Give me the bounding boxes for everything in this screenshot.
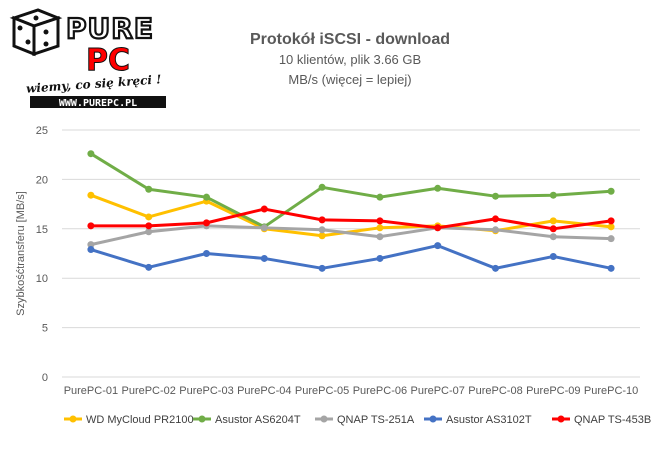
legend-item: Asustor AS3102T <box>424 414 532 426</box>
chart-titles: Protokół iSCSI - download 10 klientów, p… <box>200 30 500 90</box>
data-point <box>607 235 615 243</box>
legend-item: WD MyCloud PR2100 <box>64 414 194 426</box>
data-point <box>260 205 268 213</box>
legend-marker <box>320 415 328 423</box>
data-point <box>87 246 95 254</box>
legend-marker <box>198 415 206 423</box>
y-axis-title: Szybkośćtransferu [MB/s] <box>15 191 27 316</box>
grid-lines <box>62 129 640 378</box>
data-point <box>318 226 326 234</box>
data-point <box>434 184 442 192</box>
data-point <box>549 191 557 199</box>
data-point <box>549 233 557 241</box>
data-point <box>607 223 615 231</box>
legend-label: QNAP TS-453B <box>574 414 651 426</box>
data-point <box>376 254 384 262</box>
data-point <box>376 217 384 225</box>
legend-label: WD MyCloud PR2100 <box>86 414 194 426</box>
data-point <box>492 226 499 234</box>
data-point <box>318 216 326 224</box>
legend-marker <box>557 415 565 423</box>
data-point <box>87 150 95 158</box>
legend-item: Asustor AS6204T <box>193 414 301 426</box>
legend-label: Asustor AS3102T <box>446 414 532 426</box>
y-tick-label: 15 <box>36 224 48 236</box>
data-point <box>318 183 326 191</box>
x-tick-label: PurePC-03 <box>179 385 233 397</box>
x-tick-label: PurePC-06 <box>353 385 407 397</box>
y-tick-label: 20 <box>36 174 48 186</box>
data-point <box>318 232 326 240</box>
x-tick-label: PurePC-09 <box>526 385 580 397</box>
data-point <box>607 217 615 225</box>
series-line <box>89 152 613 229</box>
data-point <box>260 224 268 232</box>
data-point <box>203 193 210 201</box>
data-point <box>492 192 499 200</box>
x-tick-label: PurePC-10 <box>584 385 638 397</box>
data-point <box>549 225 557 233</box>
y-tick-label: 5 <box>42 323 48 335</box>
y-tick-label: 0 <box>42 372 48 384</box>
purepc-logo: PURE PC wiemy, co się kręci ! WWW.PUREPC… <box>9 8 178 109</box>
data-point <box>607 187 615 195</box>
chart-unit-note: MB/s (więcej = lepiej) <box>288 72 412 87</box>
axis-labels: 0 5 10 15 20 25 PurePC-01 PurePC-02 PurePC-03 Pur… <box>15 125 638 397</box>
legend-label: QNAP TS-251A <box>337 414 415 426</box>
y-tick-label: 25 <box>36 125 48 137</box>
x-tick-label: PurePC-08 <box>468 385 522 397</box>
x-tick-label: PurePC-02 <box>121 385 175 397</box>
series-line <box>89 224 613 247</box>
data-point <box>145 185 153 193</box>
data-point <box>376 233 384 241</box>
series-line <box>89 244 613 270</box>
x-tick-label: PurePC-07 <box>410 385 464 397</box>
legend: WD MyCloud PR2100 Asustor AS6204T QNAP TS-… <box>64 414 651 426</box>
data-point <box>87 222 95 230</box>
data-point <box>87 191 95 199</box>
data-point <box>549 252 557 260</box>
legend-item: QNAP TS-453B <box>552 414 651 426</box>
logo-brand-bottom: PC <box>86 43 130 78</box>
data-point <box>145 263 153 271</box>
data-point <box>260 254 268 262</box>
data-point <box>318 264 326 272</box>
data-point <box>549 217 557 225</box>
data-point <box>434 242 442 250</box>
chart-title: Protokół iSCSI - download <box>250 31 450 48</box>
data-point <box>607 264 615 272</box>
legend-marker <box>69 415 77 423</box>
data-point <box>203 250 210 257</box>
data-point <box>492 215 499 223</box>
x-tick-label: PurePC-05 <box>295 385 349 397</box>
data-point <box>145 228 153 236</box>
y-tick-label: 10 <box>36 273 48 285</box>
data-point <box>376 193 384 201</box>
series-lines <box>87 150 615 272</box>
data-point <box>376 224 384 232</box>
x-tick-label: PurePC-01 <box>64 385 118 397</box>
x-tick-label: PurePC-04 <box>237 385 291 397</box>
data-point <box>203 219 210 227</box>
logo-url: WWW.PUREPC.PL <box>59 98 137 109</box>
data-point <box>87 241 95 249</box>
data-point <box>492 264 499 272</box>
series-line <box>89 207 613 231</box>
data-point <box>145 222 153 230</box>
data-point <box>145 213 153 221</box>
dice-icon <box>9 8 63 57</box>
legend-item: QNAP TS-251A <box>315 414 415 426</box>
logo-brand-top: PURE <box>66 12 154 45</box>
chart-subtitle: 10 klientów, plik 3.66 GB <box>278 52 422 67</box>
legend-label: Asustor AS6204T <box>215 414 301 426</box>
legend-marker <box>429 415 437 423</box>
data-point <box>434 224 442 232</box>
